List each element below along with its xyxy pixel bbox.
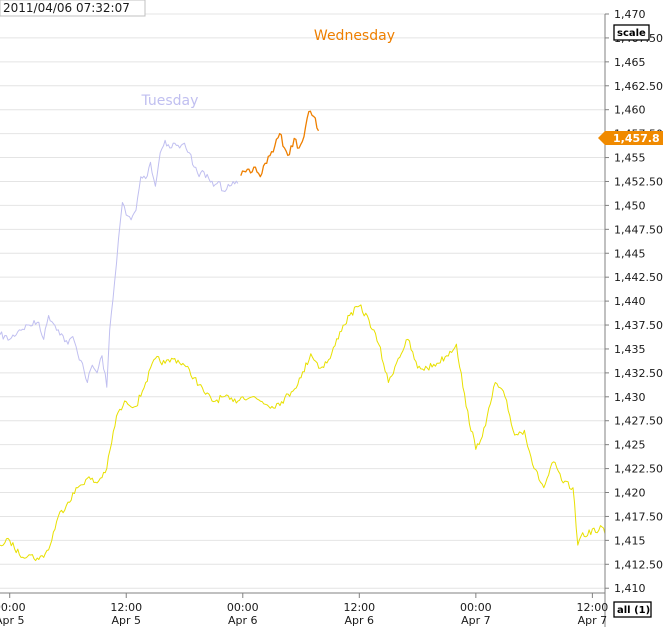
price-marker-value: 1,457.8 [613,132,660,145]
y-tick-label: 1,432.50 [614,367,663,380]
x-tick-time: 12:00 [110,601,142,614]
y-tick-label: 1,455 [614,152,646,165]
series-line [240,110,320,178]
series-lines [0,110,606,562]
day-label: Tuesday [140,93,198,109]
y-tick-label: 1,442.50 [614,271,663,284]
y-tick-label: 1,445 [614,247,646,260]
all-button[interactable]: all (1) [613,601,652,618]
x-tick-time: 12:00 [343,601,375,614]
y-tick-label: 1,422.50 [614,463,663,476]
y-tick-label: 1,437.50 [614,319,663,332]
x-tick-date: Apr 5 [0,614,24,627]
y-tick-label: 1,420 [614,487,646,500]
day-label: Wednesday [314,28,395,44]
y-tick-label: 1,465 [614,56,646,69]
x-tick-time: 00:00 [0,601,26,614]
series-line [0,139,239,388]
y-tick-label: 1,470 [614,8,646,21]
x-tick-time: 00:00 [460,601,492,614]
scale-button[interactable]: scale [613,24,650,41]
y-tick-label: 1,462.50 [614,80,663,93]
x-tick-date: Apr 6 [345,614,375,627]
y-tick-label: 1,440 [614,295,646,308]
y-tick-label: 1,430 [614,391,646,404]
y-tick-label: 1,412.50 [614,558,663,571]
y-tick-label: 1,417.50 [614,510,663,523]
plot-background [0,0,605,593]
y-tick-label: 1,452.50 [614,175,663,188]
price-marker-arrow [598,131,663,145]
scale-button-label: scale [617,28,646,39]
timestamp-box [0,0,146,17]
y-tick-label: 1,435 [614,343,646,356]
y-tick-label: 1,450 [614,199,646,212]
y-axis-ticks: 1,410 1,412.50 1,415 1,417.50 1,420 1,422.50 1… [605,8,663,595]
day-labels: Tuesday Wednesday [140,28,395,109]
all-button-label: all (1) [617,605,650,616]
x-tick-time: 12:00 [577,601,609,614]
timestamp: 2011/04/06 07:32:07 [3,1,130,15]
y-tick-label: 1,460 [614,104,646,117]
x-tick-time: 00:00 [227,601,259,614]
y-tick-label: 1,415 [614,534,646,547]
series-line [0,304,606,562]
x-tick-date: Apr 5 [111,614,141,627]
y-tick-label: 1,410 [614,582,646,595]
x-tick-date: Apr 7 [461,614,491,627]
y-tick-label: 1,447.50 [614,223,663,236]
grid [0,13,605,589]
x-tick-date: Apr 7 [578,614,608,627]
current-price-marker: 1,457.8 [598,131,663,145]
y-tick-label: 1,425 [614,439,646,452]
x-tick-date: Apr 6 [228,614,258,627]
y-tick-label: 1,427.50 [614,415,663,428]
